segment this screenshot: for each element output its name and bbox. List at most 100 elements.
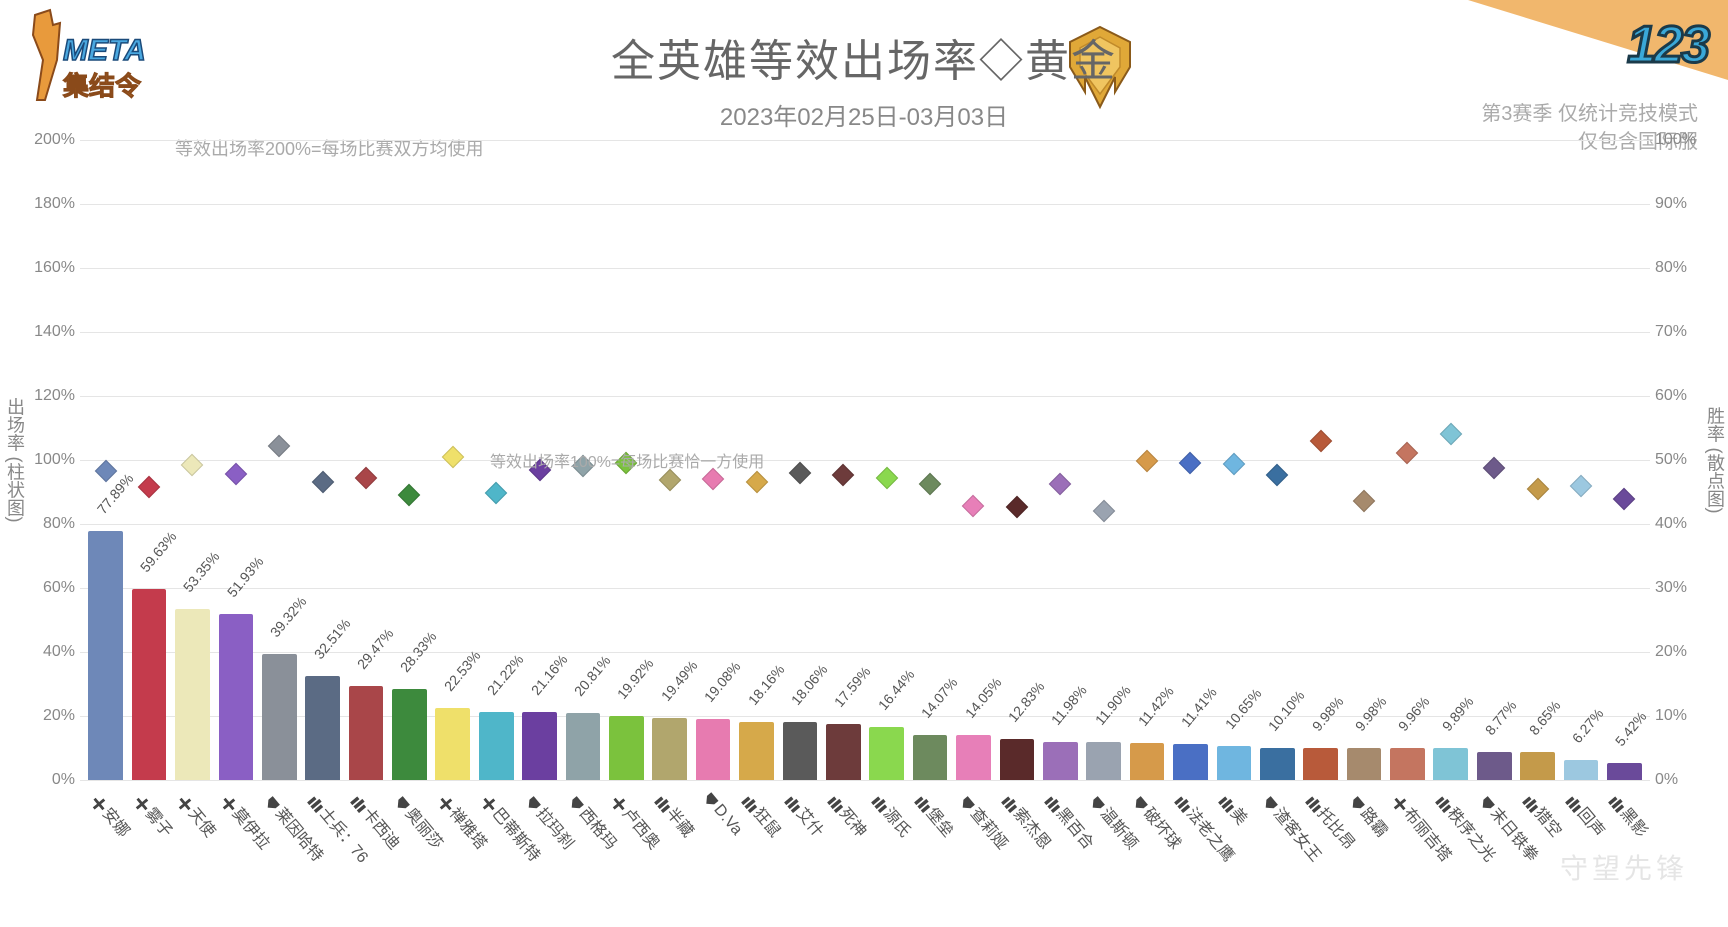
hero-label: 黑影 bbox=[1606, 789, 1655, 841]
pick-rate-bar bbox=[869, 727, 904, 780]
pick-rate-bar bbox=[1000, 739, 1035, 780]
bars-container: 77.89%59.63%53.35%51.93%39.32%32.51%29.4… bbox=[80, 140, 1650, 780]
bar-value-label: 5.42% bbox=[1612, 708, 1650, 749]
x-category: 渣客女王 bbox=[1258, 785, 1297, 925]
bar-slot: 59.63% bbox=[129, 140, 168, 780]
x-category: 索杰恩 bbox=[997, 785, 1036, 925]
bar-slot: 8.65% bbox=[1518, 140, 1557, 780]
bar-slot: 16.44% bbox=[867, 140, 906, 780]
chart-title: 全英雄等效出场率◇黄金 bbox=[0, 0, 1728, 89]
x-category: 拉玛刹 bbox=[520, 785, 559, 925]
pick-rate-bar bbox=[652, 718, 687, 780]
pick-rate-bar bbox=[219, 614, 254, 780]
bar-slot: 9.98% bbox=[1301, 140, 1340, 780]
pick-rate-bar bbox=[1043, 742, 1078, 780]
bar-slot: 5.42% bbox=[1605, 140, 1644, 780]
bar-slot: 9.98% bbox=[1344, 140, 1383, 780]
left-tick-label: 20% bbox=[20, 707, 75, 725]
x-category: 猎空 bbox=[1518, 785, 1557, 925]
pick-rate-bar bbox=[1520, 752, 1555, 780]
x-category: 黑百合 bbox=[1041, 785, 1080, 925]
bar-slot: 18.06% bbox=[780, 140, 819, 780]
pick-rate-bar bbox=[1086, 742, 1121, 780]
bar-slot: 14.05% bbox=[954, 140, 993, 780]
x-category: 破坏球 bbox=[1127, 785, 1166, 925]
x-category: 秩序之光 bbox=[1431, 785, 1470, 925]
x-category: 法老之鹰 bbox=[1171, 785, 1210, 925]
x-category: 卢西奥 bbox=[607, 785, 646, 925]
right-tick-label: 50% bbox=[1655, 451, 1710, 469]
grid-line bbox=[80, 780, 1650, 781]
right-tick-label: 20% bbox=[1655, 643, 1710, 661]
x-category: 西格玛 bbox=[563, 785, 602, 925]
x-category: D.Va bbox=[693, 785, 732, 925]
x-category: 堡垒 bbox=[910, 785, 949, 925]
right-tick-label: 40% bbox=[1655, 515, 1710, 533]
pick-rate-bar bbox=[392, 689, 427, 780]
left-tick-label: 160% bbox=[20, 259, 75, 277]
bar-value-label: 8.77% bbox=[1482, 697, 1520, 738]
pick-rate-bar bbox=[1347, 748, 1382, 780]
right-tick-label: 60% bbox=[1655, 387, 1710, 405]
right-tick-label: 10% bbox=[1655, 707, 1710, 725]
x-category: 艾什 bbox=[780, 785, 819, 925]
bar-slot: 10.10% bbox=[1258, 140, 1297, 780]
pick-rate-bar bbox=[696, 719, 731, 780]
right-tick-label: 70% bbox=[1655, 323, 1710, 341]
x-category: 卡西迪 bbox=[346, 785, 385, 925]
pick-rate-bar bbox=[305, 676, 340, 780]
pick-rate-bar bbox=[609, 716, 644, 780]
left-tick-label: 60% bbox=[20, 579, 75, 597]
pick-rate-bar bbox=[566, 713, 601, 780]
pick-rate-bar bbox=[826, 724, 861, 780]
pick-rate-bar bbox=[132, 589, 167, 780]
pick-rate-bar bbox=[1477, 752, 1512, 780]
pick-rate-bar bbox=[739, 722, 774, 780]
pick-rate-bar bbox=[522, 712, 557, 780]
right-tick-label: 80% bbox=[1655, 259, 1710, 277]
x-category: 禅雅塔 bbox=[433, 785, 472, 925]
left-tick-label: 40% bbox=[20, 643, 75, 661]
right-tick-label: 100% bbox=[1655, 131, 1710, 149]
x-category: 安娜 bbox=[86, 785, 125, 925]
right-tick-label: 30% bbox=[1655, 579, 1710, 597]
left-tick-label: 200% bbox=[20, 131, 75, 149]
x-category: 莱因哈特 bbox=[260, 785, 299, 925]
bar-slot: 11.98% bbox=[1041, 140, 1080, 780]
x-category: 末日铁拳 bbox=[1475, 785, 1514, 925]
pick-rate-bar bbox=[1390, 748, 1425, 780]
x-category: 查莉娅 bbox=[954, 785, 993, 925]
pick-rate-bar bbox=[913, 735, 948, 780]
bar-value-label: 9.96% bbox=[1395, 693, 1433, 734]
left-tick-label: 100% bbox=[20, 451, 75, 469]
bar-slot: 17.59% bbox=[824, 140, 863, 780]
bar-slot: 29.47% bbox=[346, 140, 385, 780]
bar-slot: 14.07% bbox=[910, 140, 949, 780]
bar-slot: 28.33% bbox=[390, 140, 429, 780]
pick-rate-bar bbox=[1173, 744, 1208, 781]
pick-rate-bar bbox=[1303, 748, 1338, 780]
x-category: 死神 bbox=[824, 785, 863, 925]
x-category: 雾子 bbox=[129, 785, 168, 925]
x-category: 托比昂 bbox=[1301, 785, 1340, 925]
pick-rate-bar bbox=[88, 531, 123, 780]
right-tick-label: 90% bbox=[1655, 195, 1710, 213]
pick-rate-bar bbox=[783, 722, 818, 780]
left-tick-label: 180% bbox=[20, 195, 75, 213]
bar-slot: 6.27% bbox=[1561, 140, 1600, 780]
pick-rate-bar bbox=[479, 712, 514, 780]
pick-rate-bar bbox=[1130, 743, 1165, 780]
x-category: 美 bbox=[1214, 785, 1253, 925]
left-tick-label: 80% bbox=[20, 515, 75, 533]
bar-slot: 12.83% bbox=[997, 140, 1036, 780]
x-category: 天使 bbox=[173, 785, 212, 925]
x-category: 狂鼠 bbox=[737, 785, 776, 925]
x-category: 士兵：76 bbox=[303, 785, 342, 925]
x-category: 半藏 bbox=[650, 785, 689, 925]
left-tick-label: 140% bbox=[20, 323, 75, 341]
pick-rate-bar bbox=[1433, 748, 1468, 780]
pick-rate-bar bbox=[435, 708, 470, 780]
bar-slot: 32.51% bbox=[303, 140, 342, 780]
x-category: 源氏 bbox=[867, 785, 906, 925]
x-category: 路霸 bbox=[1344, 785, 1383, 925]
